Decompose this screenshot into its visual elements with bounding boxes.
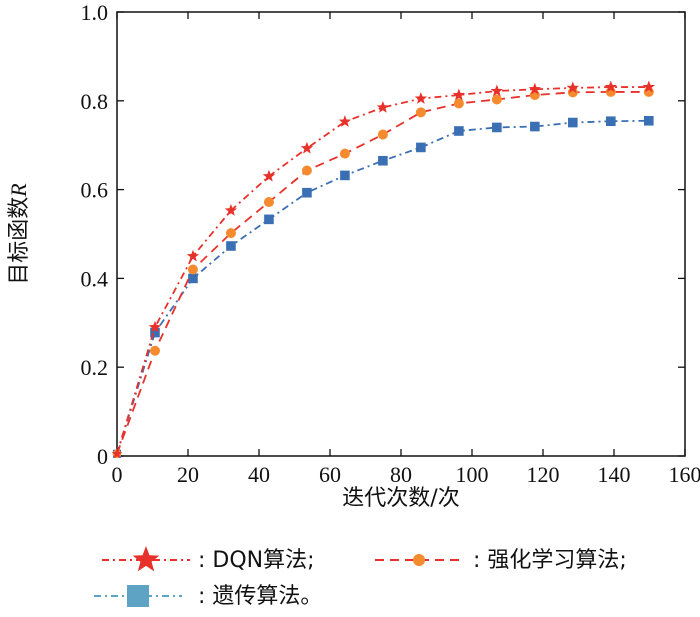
data-point-rl bbox=[491, 94, 502, 105]
data-point-rl bbox=[149, 345, 160, 356]
data-point-dqn bbox=[224, 203, 238, 216]
y-axis-label: 目标函数R bbox=[6, 183, 32, 285]
series-ga bbox=[112, 115, 654, 458]
x-tick-label: 60 bbox=[319, 462, 341, 487]
legend-symbol-ga bbox=[94, 585, 182, 607]
data-point-rl bbox=[225, 228, 236, 239]
x-tick-label: 0 bbox=[112, 462, 123, 487]
x-axis-label: 迭代次数/次 bbox=[342, 486, 459, 511]
data-point-dqn bbox=[262, 169, 276, 182]
axis-labels: 迭代次数/次 目标函数R bbox=[6, 183, 460, 511]
series-line-ga bbox=[116, 119, 649, 455]
legend-item-rl: : 强化学习算法; bbox=[375, 548, 627, 573]
data-point-ga bbox=[416, 142, 426, 153]
data-point-ga bbox=[188, 273, 198, 284]
data-point-ga bbox=[226, 241, 236, 251]
data-point-ga bbox=[606, 116, 616, 127]
y-tick-label: 0 bbox=[97, 444, 108, 469]
data-point-ga bbox=[302, 187, 312, 198]
data-point-ga bbox=[454, 126, 464, 136]
y-tick-label: 0.4 bbox=[81, 266, 109, 291]
legend-label-ga: : 遗传算法。 bbox=[198, 584, 322, 609]
data-point-dqn bbox=[111, 448, 123, 459]
data-point-dqn bbox=[642, 80, 655, 93]
data-point-dqn bbox=[376, 100, 390, 113]
legend-symbol-rl bbox=[375, 554, 463, 566]
x-tick-label: 20 bbox=[177, 462, 199, 487]
data-point-dqn bbox=[300, 141, 314, 154]
x-tick-label: 160 bbox=[669, 462, 700, 487]
data-point-dqn bbox=[528, 82, 542, 95]
legend-marker bbox=[127, 585, 149, 607]
x-tick-label: 120 bbox=[527, 462, 560, 487]
x-tick-label: 140 bbox=[598, 462, 631, 487]
legend-marker bbox=[132, 546, 160, 572]
data-point-dqn bbox=[338, 115, 352, 127]
data-point-ga bbox=[150, 327, 160, 338]
y-tick-label: 1.0 bbox=[81, 0, 109, 25]
data-point-dqn bbox=[186, 249, 200, 262]
data-point-ga bbox=[568, 117, 578, 128]
data-point-dqn bbox=[604, 80, 617, 93]
data-point-ga bbox=[264, 214, 274, 225]
data-point-dqn bbox=[490, 84, 504, 97]
legend-marker bbox=[413, 554, 425, 566]
x-tick-label: 100 bbox=[456, 462, 489, 487]
y-axis-label-main: 目标函数 bbox=[7, 197, 32, 285]
legend-label-rl: : 强化学习算法; bbox=[473, 548, 627, 573]
data-point-ga bbox=[378, 155, 388, 166]
series-layer bbox=[111, 80, 655, 459]
x-tick-label: 80 bbox=[390, 462, 412, 487]
legend-item-dqn: : DQN算法; bbox=[102, 546, 315, 573]
series-line-dqn bbox=[116, 86, 649, 455]
data-point-rl bbox=[301, 165, 312, 176]
data-point-dqn bbox=[452, 88, 466, 101]
data-point-rl bbox=[415, 107, 426, 118]
series-line-rl bbox=[116, 91, 649, 455]
legend-item-ga: : 遗传算法。 bbox=[94, 584, 322, 609]
data-point-ga bbox=[492, 122, 502, 133]
data-point-rl bbox=[339, 148, 350, 159]
data-point-rl bbox=[377, 129, 388, 140]
data-point-dqn bbox=[566, 81, 579, 94]
data-point-rl bbox=[453, 98, 464, 109]
data-point-ga bbox=[530, 121, 540, 132]
data-point-dqn bbox=[414, 92, 428, 104]
data-point-ga bbox=[340, 170, 350, 181]
y-axis-label-var: R bbox=[6, 183, 31, 198]
legend-label-dqn: : DQN算法; bbox=[198, 548, 315, 573]
legend: : DQN算法; : 强化学习算法; : 遗传算法。 bbox=[94, 546, 627, 609]
data-point-ga bbox=[643, 115, 654, 126]
y-tick-label: 0.6 bbox=[81, 178, 109, 203]
x-tick-label: 40 bbox=[248, 462, 270, 487]
y-tick-label: 0.2 bbox=[81, 355, 109, 380]
plot-frame bbox=[116, 11, 686, 457]
legend-symbol-dqn bbox=[102, 546, 190, 572]
data-point-rl bbox=[187, 264, 198, 275]
series-rl bbox=[112, 86, 654, 459]
y-tick-label: 0.8 bbox=[81, 89, 109, 114]
axes: 0 20 40 60 80 100 120 140 160 0 0.2 0.4 0.6 0.8 1.0 bbox=[81, 0, 700, 487]
series-dqn bbox=[111, 80, 655, 459]
data-point-rl bbox=[263, 197, 274, 208]
data-point-dqn bbox=[148, 320, 162, 333]
